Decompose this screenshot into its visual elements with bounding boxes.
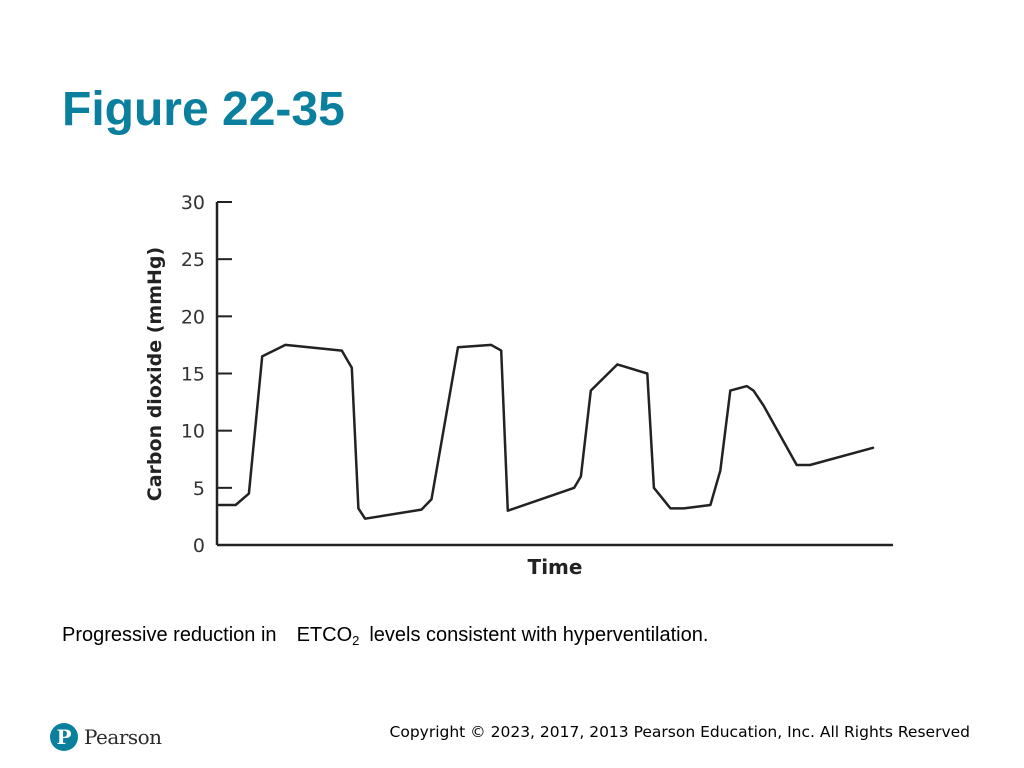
pearson-logo-icon: P	[50, 723, 78, 751]
series-layer	[217, 343, 875, 520]
y-tick-label: 0	[193, 535, 205, 557]
caption-lead: Progressive reduction in	[62, 624, 277, 646]
slide-title: Figure 22-35	[62, 83, 345, 136]
y-tick-label: 25	[181, 249, 205, 271]
co2-waveform-line	[217, 343, 875, 520]
pearson-logo-text: Pearson	[84, 725, 162, 749]
caption-term: ETCO	[296, 624, 353, 646]
x-axis-label: Time	[528, 555, 583, 579]
y-tick-label: 10	[181, 421, 205, 443]
y-tick-label: 5	[193, 478, 205, 500]
copyright-notice: Copyright © 2023, 2017, 2013 Pearson Edu…	[389, 723, 970, 741]
y-axis: 0 5 10 15 20 25 30	[181, 192, 232, 557]
y-tick-label: 20	[181, 306, 205, 328]
caption-tail: levels consistent with hyperventilation.	[369, 624, 709, 646]
y-axis-ticks: 0 5 10 15 20 25 30	[181, 192, 232, 557]
figure-caption: Progressive reduction in ETCO2 levels cons…	[62, 622, 708, 654]
y-axis-label: Carbon dioxide (mmHg)	[144, 247, 166, 501]
y-tick-label: 30	[181, 192, 205, 214]
caption-term-subscript: 2	[352, 633, 360, 648]
y-tick-label: 15	[181, 364, 205, 386]
caption-etco2: ETCO2	[297, 622, 360, 654]
pearson-logo: P Pearson	[50, 720, 162, 754]
